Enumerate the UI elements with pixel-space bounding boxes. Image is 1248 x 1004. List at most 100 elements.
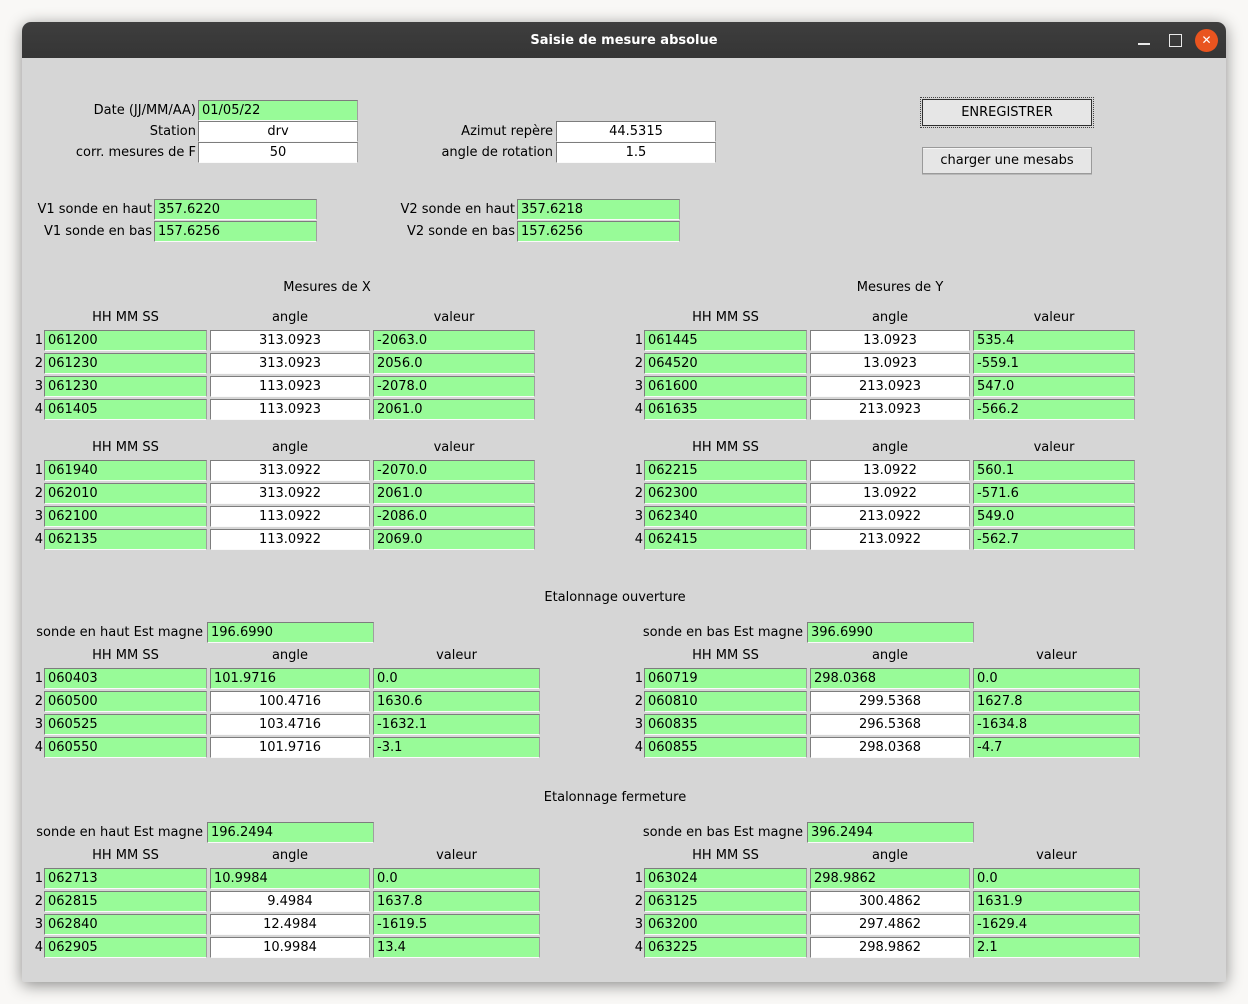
angle-input[interactable]: 113.0923 <box>210 376 370 397</box>
angle-input[interactable]: 103.4716 <box>210 714 370 735</box>
value-input[interactable]: -1634.8 <box>973 714 1140 735</box>
angle-input[interactable]: 100.4716 <box>210 691 370 712</box>
angle-input[interactable]: 12.4984 <box>210 914 370 935</box>
time-input[interactable]: 063125 <box>644 891 807 912</box>
angle-input[interactable]: 213.0923 <box>810 376 970 397</box>
value-input[interactable]: -562.7 <box>973 529 1135 550</box>
angle-input[interactable]: 299.5368 <box>810 691 970 712</box>
angle-input[interactable]: 101.9716 <box>210 737 370 758</box>
time-input[interactable]: 060550 <box>44 737 207 758</box>
angle-input[interactable]: 213.0922 <box>810 529 970 550</box>
save-button[interactable]: ENREGISTRER <box>920 97 1094 128</box>
angle-input[interactable]: 297.4862 <box>810 914 970 935</box>
value-input[interactable]: -559.1 <box>973 353 1135 374</box>
angle-input[interactable]: 13.0922 <box>810 483 970 504</box>
angle-input[interactable]: 10.9984 <box>210 937 370 958</box>
time-input[interactable]: 062100 <box>44 506 207 527</box>
angle-input[interactable]: 213.0923 <box>810 399 970 420</box>
angle-input[interactable]: 13.0922 <box>810 460 970 481</box>
time-input[interactable]: 063200 <box>644 914 807 935</box>
value-input[interactable]: -2078.0 <box>373 376 535 397</box>
angle-input[interactable]: 9.4984 <box>210 891 370 912</box>
angle-input[interactable]: 296.5368 <box>810 714 970 735</box>
close-button[interactable]: ✕ <box>1195 22 1218 58</box>
value-input[interactable]: -3.1 <box>373 737 540 758</box>
v1-haut-input[interactable]: 357.6220 <box>154 199 317 220</box>
value-input[interactable]: 13.4 <box>373 937 540 958</box>
time-input[interactable]: 062215 <box>644 460 807 481</box>
angle-input[interactable]: 313.0923 <box>210 353 370 374</box>
station-input[interactable]: drv <box>198 121 358 142</box>
value-input[interactable]: -566.2 <box>973 399 1135 420</box>
angle-input[interactable]: 313.0923 <box>210 330 370 351</box>
angle-input[interactable]: 113.0922 <box>210 506 370 527</box>
time-input[interactable]: 063225 <box>644 937 807 958</box>
value-input[interactable]: -1619.5 <box>373 914 540 935</box>
value-input[interactable]: -571.6 <box>973 483 1135 504</box>
angle-input[interactable]: 300.4862 <box>810 891 970 912</box>
value-input[interactable]: 0.0 <box>373 668 540 689</box>
time-input[interactable]: 062340 <box>644 506 807 527</box>
time-input[interactable]: 063024 <box>644 868 807 889</box>
fermeture-bas-input[interactable]: 396.2494 <box>807 822 974 843</box>
angle-input[interactable]: 298.0368 <box>810 668 970 689</box>
time-input[interactable]: 060810 <box>644 691 807 712</box>
time-input[interactable]: 061230 <box>44 376 207 397</box>
angle-input[interactable]: 10.9984 <box>210 868 370 889</box>
time-input[interactable]: 060855 <box>644 737 807 758</box>
angle-input[interactable]: 13.0923 <box>810 330 970 351</box>
value-input[interactable]: 2061.0 <box>373 399 535 420</box>
value-input[interactable]: 0.0 <box>973 868 1140 889</box>
angle-input[interactable]: 313.0922 <box>210 460 370 481</box>
time-input[interactable]: 061405 <box>44 399 207 420</box>
v2-haut-input[interactable]: 357.6218 <box>517 199 680 220</box>
value-input[interactable]: 549.0 <box>973 506 1135 527</box>
angle-input[interactable]: 313.0922 <box>210 483 370 504</box>
time-input[interactable]: 062815 <box>44 891 207 912</box>
time-input[interactable]: 062300 <box>644 483 807 504</box>
time-input[interactable]: 062415 <box>644 529 807 550</box>
angle-input[interactable]: 298.0368 <box>810 737 970 758</box>
time-input[interactable]: 060835 <box>644 714 807 735</box>
corr-input[interactable]: 50 <box>198 142 358 163</box>
rotation-input[interactable]: 1.5 <box>556 142 716 163</box>
angle-input[interactable]: 298.9862 <box>810 937 970 958</box>
time-input[interactable]: 062010 <box>44 483 207 504</box>
date-input[interactable]: 01/05/22 <box>198 100 358 121</box>
time-input[interactable]: 062713 <box>44 868 207 889</box>
value-input[interactable]: 2061.0 <box>373 483 535 504</box>
minimize-button[interactable] <box>1138 22 1150 58</box>
angle-input[interactable]: 101.9716 <box>210 668 370 689</box>
value-input[interactable]: 0.0 <box>973 668 1140 689</box>
time-input[interactable]: 061940 <box>44 460 207 481</box>
value-input[interactable]: 1637.8 <box>373 891 540 912</box>
value-input[interactable]: -2063.0 <box>373 330 535 351</box>
value-input[interactable]: -1632.1 <box>373 714 540 735</box>
value-input[interactable]: 1627.8 <box>973 691 1140 712</box>
value-input[interactable]: -2086.0 <box>373 506 535 527</box>
value-input[interactable]: 0.0 <box>373 868 540 889</box>
value-input[interactable]: 2056.0 <box>373 353 535 374</box>
ouverture-bas-input[interactable]: 396.6990 <box>807 622 974 643</box>
time-input[interactable]: 061230 <box>44 353 207 374</box>
time-input[interactable]: 061635 <box>644 399 807 420</box>
fermeture-haut-input[interactable]: 196.2494 <box>207 822 374 843</box>
value-input[interactable]: 547.0 <box>973 376 1135 397</box>
value-input[interactable]: -2070.0 <box>373 460 535 481</box>
value-input[interactable]: 2.1 <box>973 937 1140 958</box>
angle-input[interactable]: 13.0923 <box>810 353 970 374</box>
time-input[interactable]: 061200 <box>44 330 207 351</box>
load-mesabs-button[interactable]: charger une mesabs <box>922 147 1092 174</box>
v2-bas-input[interactable]: 157.6256 <box>517 221 680 242</box>
value-input[interactable]: 2069.0 <box>373 529 535 550</box>
time-input[interactable]: 061445 <box>644 330 807 351</box>
value-input[interactable]: 1631.9 <box>973 891 1140 912</box>
time-input[interactable]: 062840 <box>44 914 207 935</box>
value-input[interactable]: -1629.4 <box>973 914 1140 935</box>
title-bar[interactable]: Saisie de mesure absolue <box>22 22 1226 58</box>
maximize-button[interactable] <box>1169 22 1182 58</box>
angle-input[interactable]: 113.0923 <box>210 399 370 420</box>
ouverture-haut-input[interactable]: 196.6990 <box>207 622 374 643</box>
value-input[interactable]: 535.4 <box>973 330 1135 351</box>
value-input[interactable]: -4.7 <box>973 737 1140 758</box>
